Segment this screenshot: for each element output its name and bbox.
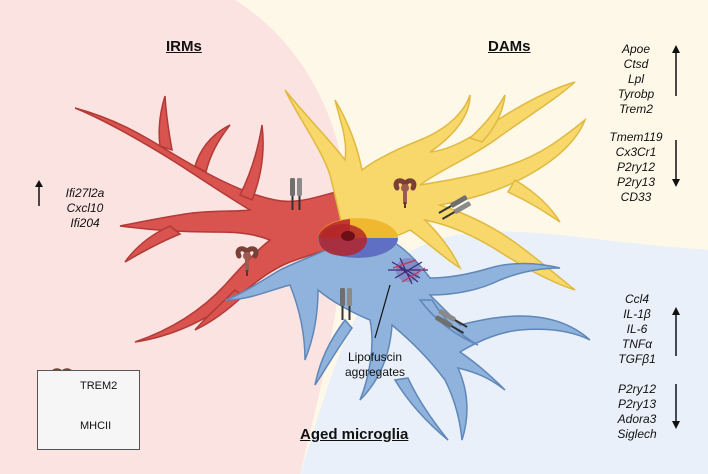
gene-label: Cxcl10 bbox=[66, 201, 104, 215]
gene-label: TNFα bbox=[621, 337, 653, 351]
arrow-up-aged bbox=[672, 307, 680, 356]
lipofuscin-label-line: Lipofuscin bbox=[347, 350, 403, 364]
gene-label: Ifi27l2a bbox=[65, 186, 105, 200]
title-irms: IRMs bbox=[166, 38, 202, 55]
aged-genes-down: P2ry12 P2ry13 Adora3 Siglech bbox=[606, 382, 668, 442]
irm-cell bbox=[74, 95, 346, 343]
gene-label: Lpl bbox=[627, 72, 644, 86]
gene-label: P2ry13 bbox=[617, 397, 657, 411]
gene-label: TGFβ1 bbox=[618, 352, 656, 366]
title-dams: DAMs bbox=[488, 38, 531, 55]
gene-label: Siglech bbox=[617, 427, 657, 441]
gene-label: Trem2 bbox=[619, 102, 653, 116]
gene-label: Ccl4 bbox=[624, 292, 649, 306]
gene-label: P2ry13 bbox=[616, 175, 656, 189]
gene-label: Cx3Cr1 bbox=[615, 145, 657, 159]
dams-genes-up: Apoe Ctsd Lpl Tyrobp Trem2 bbox=[605, 42, 667, 117]
gene-label: Tyrobp bbox=[617, 87, 655, 101]
irms-genes-up: Ifi27l2a Cxcl10 Ifi204 bbox=[50, 186, 120, 231]
gene-label: Adora3 bbox=[617, 412, 657, 426]
gene-label: CD33 bbox=[620, 190, 652, 204]
title-aged-microglia: Aged microglia bbox=[300, 426, 409, 443]
gene-label: Tmem119 bbox=[609, 130, 663, 144]
arrow-up-irms bbox=[35, 180, 43, 206]
arrow-up-dams bbox=[672, 45, 680, 96]
gene-label: IL-1β bbox=[623, 307, 651, 321]
lipofuscin-aggregates bbox=[374, 257, 428, 339]
legend-trem2-label: TREM2 bbox=[80, 380, 118, 392]
gene-label: Ifi204 bbox=[70, 216, 100, 230]
aged-cell bbox=[224, 237, 591, 441]
aged-genes-up: Ccl4 IL-1β IL-6 TNFα TGFβ1 bbox=[608, 292, 666, 367]
gene-label: IL-6 bbox=[626, 322, 648, 336]
lipofuscin-label-line: aggregates bbox=[344, 365, 406, 379]
arrow-down-dams bbox=[672, 140, 680, 187]
gene-label: Apoe bbox=[621, 42, 651, 56]
gene-label: P2ry12 bbox=[617, 382, 657, 396]
lipofuscin-label: Lipofuscin aggregates bbox=[322, 350, 428, 380]
gene-label: Ctsd bbox=[623, 57, 649, 71]
arrow-down-aged bbox=[672, 384, 680, 429]
gene-label: P2ry12 bbox=[616, 160, 656, 174]
legend-box bbox=[37, 370, 140, 450]
nucleus bbox=[318, 218, 398, 258]
dams-genes-down: Tmem119 Cx3Cr1 P2ry12 P2ry13 CD33 bbox=[600, 130, 672, 205]
legend-mhcii-label: MHCII bbox=[80, 420, 112, 432]
